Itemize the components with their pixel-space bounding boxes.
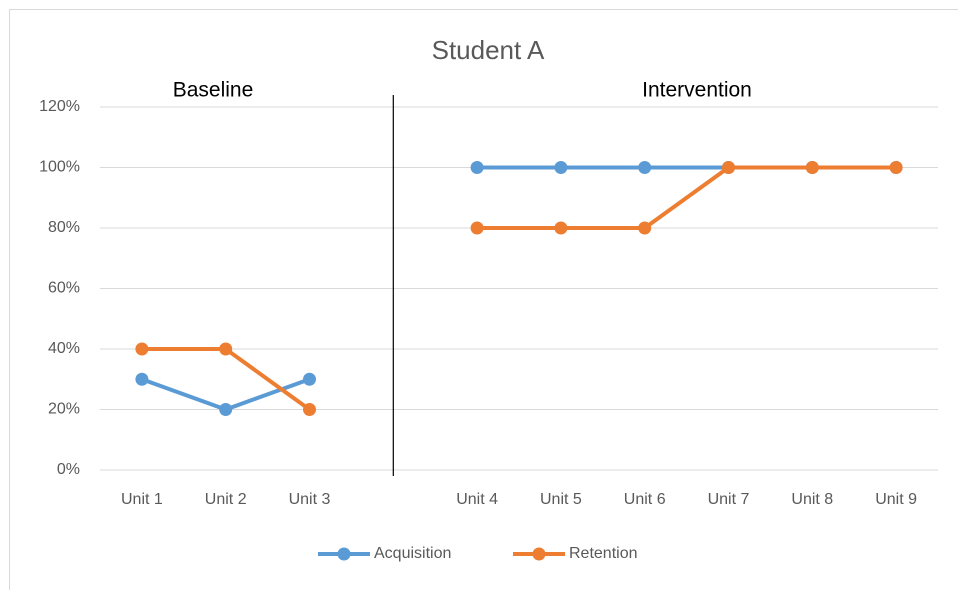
point [470, 161, 484, 174]
point [638, 221, 652, 235]
x-tick-label: Unit 5 [540, 491, 582, 508]
legend-label: Retention [569, 545, 638, 562]
y-tick-label: 80% [48, 219, 80, 236]
point [219, 342, 233, 356]
y-tick-label: 40% [48, 340, 80, 357]
point [805, 161, 819, 174]
x-tick-label: Unit 9 [875, 491, 917, 508]
point [219, 403, 233, 416]
x-tick-label: Unit 7 [708, 491, 750, 508]
point [889, 161, 903, 174]
legend-marker [532, 547, 546, 561]
point [135, 372, 149, 386]
x-tick-label: Unit 8 [791, 491, 833, 508]
legend-marker [337, 547, 351, 561]
y-tick-label: 0% [57, 461, 80, 478]
point [722, 161, 735, 174]
point [303, 372, 316, 386]
point [554, 221, 568, 235]
x-tick-label: Unit 4 [456, 491, 498, 508]
point [554, 161, 568, 174]
y-tick-label: 120% [39, 98, 80, 115]
y-tick-label: 20% [48, 401, 80, 418]
y-tick-label: 60% [48, 280, 80, 297]
point [303, 403, 316, 416]
chart-title: Student A [432, 35, 545, 65]
point [470, 221, 484, 235]
chart-border [9, 9, 958, 590]
x-tick-label: Unit 2 [205, 491, 247, 508]
y-tick-label: 100% [39, 159, 80, 176]
annotation: Intervention [642, 79, 752, 102]
x-tick-label: Unit 3 [289, 491, 331, 508]
annotation: Baseline [173, 79, 254, 102]
point [638, 161, 652, 174]
x-tick-label: Unit 6 [624, 491, 666, 508]
point [135, 342, 149, 356]
legend-label: Acquisition [374, 545, 451, 562]
x-tick-label: Unit 1 [121, 491, 163, 508]
